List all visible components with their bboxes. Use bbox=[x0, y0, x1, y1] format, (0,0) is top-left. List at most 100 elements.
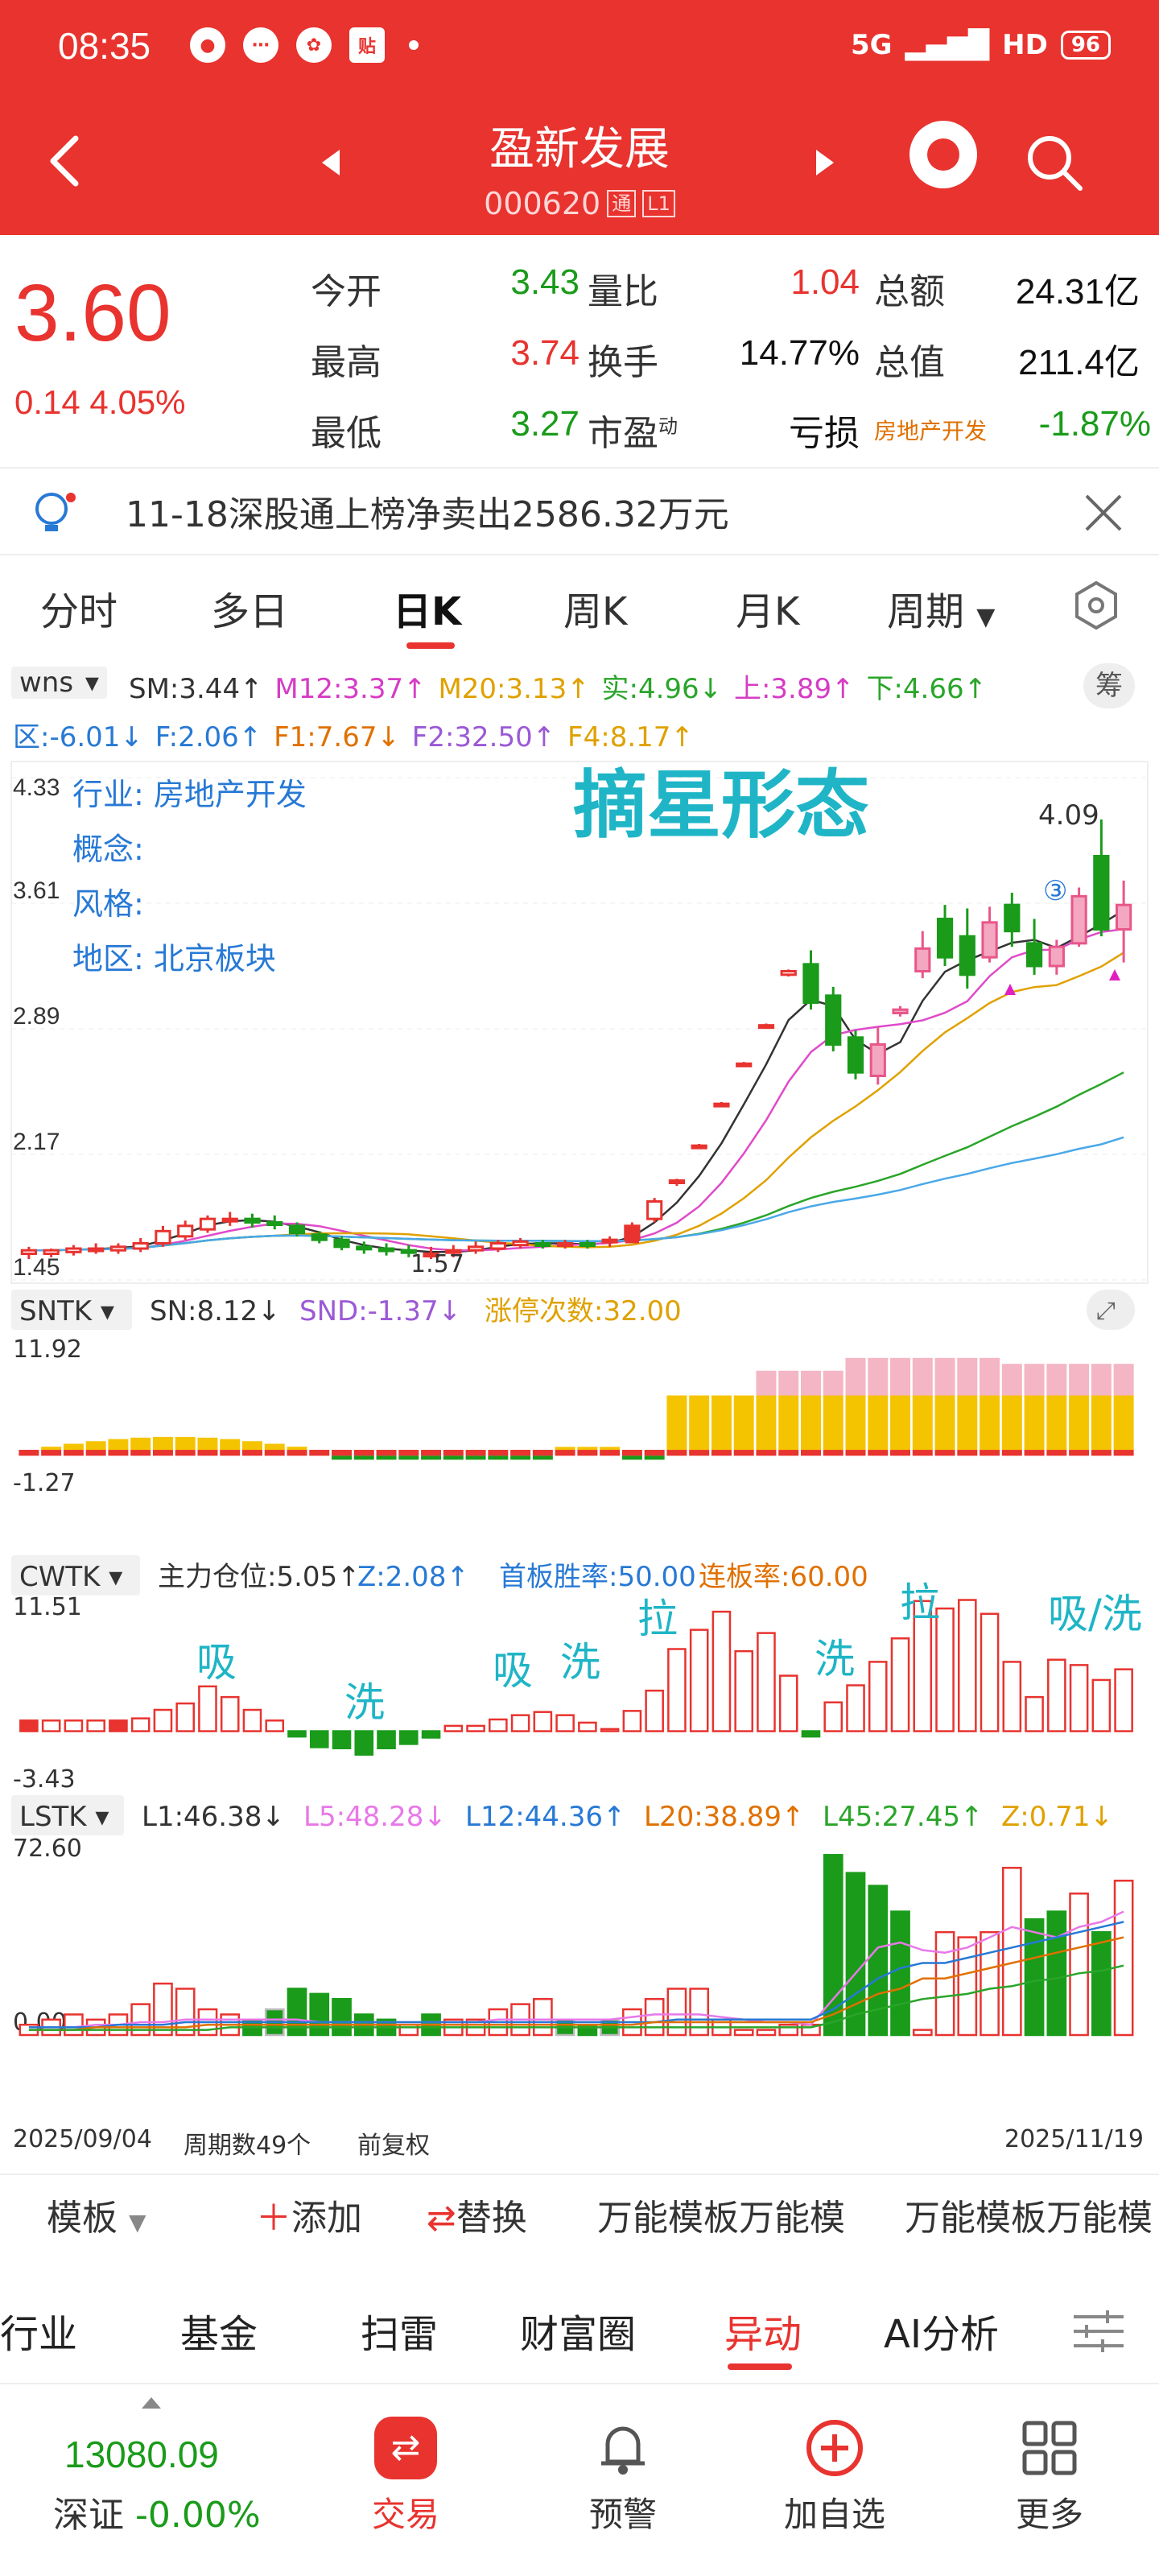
sntk-bar-base bbox=[63, 1450, 84, 1456]
candle-body bbox=[356, 1245, 373, 1251]
sntk-bar-base bbox=[465, 1450, 486, 1456]
kline-info-label: 地区: 北京板块 bbox=[72, 941, 276, 976]
nav-trade[interactable]: ⇄ 交易 bbox=[372, 2417, 439, 2537]
back-icon[interactable] bbox=[40, 129, 89, 193]
sntk-bar-green bbox=[532, 1455, 553, 1460]
candle-body bbox=[757, 1024, 775, 1030]
lstk-bar bbox=[980, 1930, 1000, 2037]
candle-body bbox=[132, 1242, 149, 1250]
axis-end-date: 2025/11/19 bbox=[1004, 2125, 1144, 2153]
tab-duori[interactable]: 多日 bbox=[211, 589, 289, 634]
sntk-bar-yellow bbox=[220, 1439, 241, 1451]
nav-settings-sliders-icon[interactable] bbox=[1070, 2307, 1127, 2355]
nav-more[interactable]: 更多 bbox=[1016, 2417, 1083, 2537]
indicator-select-wns[interactable]: wns ▾ bbox=[11, 667, 107, 699]
candle-body bbox=[534, 1242, 551, 1247]
cwtk-bar bbox=[489, 1718, 508, 1732]
nav-saolei[interactable]: 扫雷 bbox=[361, 2312, 439, 2357]
sntk-bar-base bbox=[309, 1450, 330, 1456]
tab-zhouk[interactable]: 周K bbox=[563, 589, 628, 634]
main-indicator-line1: wns ▾ SM:3.44↑ M12:3.37↑ M20:3.13↑ 实:4.9… bbox=[0, 663, 1159, 708]
sntk-bar-green bbox=[621, 1455, 642, 1460]
cwtk-bar bbox=[1069, 1664, 1089, 1732]
candle-body bbox=[221, 1217, 238, 1223]
chart-period-tabs: 分时 多日 日K 周K 月K 周期 ▼ bbox=[0, 555, 1159, 652]
notice-bar[interactable]: 11-18深股通上榜净卖出2586.32万元 bbox=[0, 467, 1159, 555]
settings-hexagon-icon[interactable] bbox=[1070, 580, 1122, 631]
nav-add-watchlist[interactable]: 加自选 bbox=[784, 2417, 885, 2537]
cwtk-bar bbox=[868, 1661, 888, 1732]
buy-marker bbox=[1109, 969, 1120, 980]
quote-label: 总额 bbox=[874, 271, 945, 312]
nav-yidong[interactable]: 异动 bbox=[724, 2312, 802, 2357]
candle-body bbox=[646, 1200, 663, 1220]
sntk-bar-base bbox=[621, 1450, 642, 1456]
candle-body bbox=[155, 1229, 171, 1245]
quote-label: 换手 bbox=[588, 342, 658, 383]
index-value[interactable]: 13080.09 bbox=[64, 2434, 219, 2475]
cwtk-signal-label: 吸 bbox=[493, 1647, 533, 1694]
candle-body bbox=[400, 1249, 417, 1254]
nav-ai-analysis[interactable]: AI分析 bbox=[884, 2312, 999, 2357]
nav-caifuquan[interactable]: 财富圈 bbox=[520, 2312, 637, 2357]
lstk-bar bbox=[644, 1998, 665, 2037]
sntk-bar-yellow bbox=[197, 1437, 218, 1451]
network-label: 5G bbox=[850, 29, 893, 61]
sntk-bar-base bbox=[443, 1450, 464, 1456]
sntk-bar-yellow bbox=[1069, 1395, 1090, 1451]
cwtk-bar bbox=[443, 1724, 464, 1732]
plus-icon: ＋ bbox=[256, 2198, 291, 2239]
nav-jijin[interactable]: 基金 bbox=[180, 2312, 258, 2357]
stock-name: 盈新发展 bbox=[489, 123, 670, 175]
cwtk-bar bbox=[86, 1719, 105, 1732]
sntk-bar-yellow bbox=[1113, 1395, 1134, 1451]
search-icon[interactable] bbox=[1022, 130, 1087, 195]
quote-label: 最低 bbox=[311, 413, 382, 454]
lstk-bar bbox=[756, 2029, 777, 2037]
template-item-2[interactable]: 万能模板万能模 bbox=[905, 2198, 1153, 2239]
add-button[interactable]: ＋添加 bbox=[256, 2198, 362, 2239]
lstk-line bbox=[28, 1921, 1124, 2029]
chip-button[interactable]: 筹 bbox=[1083, 663, 1135, 708]
period-count: 周期数49个 bbox=[184, 2132, 311, 2160]
tab-yuek[interactable]: 月K bbox=[736, 589, 800, 634]
tab-fenshi[interactable]: 分时 bbox=[40, 589, 118, 634]
candle-body bbox=[1093, 855, 1110, 931]
candle-body bbox=[445, 1249, 462, 1254]
tab-rik[interactable]: 日K bbox=[393, 589, 462, 634]
sntk-bar-base bbox=[934, 1450, 955, 1456]
sntk-bar-base bbox=[733, 1450, 754, 1456]
app-header: 08:35 ● ⋯ ✿ 贴 5G ▂▄▆█ HD 96 盈新发展 000620 … bbox=[0, 0, 1159, 235]
replace-button[interactable]: ⇄替换 bbox=[427, 2198, 527, 2239]
cwtk-value: Z:2.08↑ bbox=[357, 1561, 469, 1593]
sntk-bar-yellow bbox=[980, 1395, 1000, 1451]
mascot-icon[interactable] bbox=[909, 121, 977, 188]
circle-marker-label: ③ bbox=[1043, 875, 1067, 907]
tab-zhouqi[interactable]: 周期 ▼ bbox=[887, 589, 996, 634]
sntk-bar-pink bbox=[1001, 1364, 1022, 1396]
nav-alert[interactable]: 预警 bbox=[589, 2417, 657, 2537]
indicator-value: 上:3.89↑ bbox=[733, 673, 864, 705]
sntk-bar-yellow bbox=[934, 1395, 955, 1451]
cwtk-bar bbox=[757, 1632, 776, 1732]
max-price-label: 4.09 bbox=[1038, 799, 1099, 832]
quote-value: 24.31亿 bbox=[1015, 272, 1140, 312]
cwtk-value: 主力仓位:5.05↑ bbox=[158, 1561, 361, 1593]
expand-up-icon[interactable] bbox=[142, 2397, 161, 2409]
prev-stock-icon[interactable] bbox=[322, 150, 340, 175]
next-stock-icon[interactable] bbox=[816, 150, 834, 175]
nav-hangye[interactable]: 行业 bbox=[0, 2312, 78, 2357]
template-dropdown[interactable]: 模板 ▼ bbox=[47, 2198, 146, 2239]
lstk-bar bbox=[912, 2029, 933, 2037]
lstk-bar bbox=[823, 1854, 843, 2037]
sntk-bar-base bbox=[264, 1450, 285, 1456]
template-item-1[interactable]: 万能模板万能模 bbox=[597, 2198, 845, 2239]
index-info[interactable]: 深证 -0.00% bbox=[53, 2495, 261, 2536]
sntk-bar-yellow bbox=[957, 1395, 978, 1451]
lstk-value: L45:27.45↑ bbox=[823, 1801, 983, 1833]
close-icon[interactable] bbox=[1082, 491, 1125, 535]
cwtk-bar bbox=[1091, 1678, 1112, 1732]
candle-body bbox=[109, 1245, 127, 1252]
sntk-select-box bbox=[11, 1290, 132, 1330]
